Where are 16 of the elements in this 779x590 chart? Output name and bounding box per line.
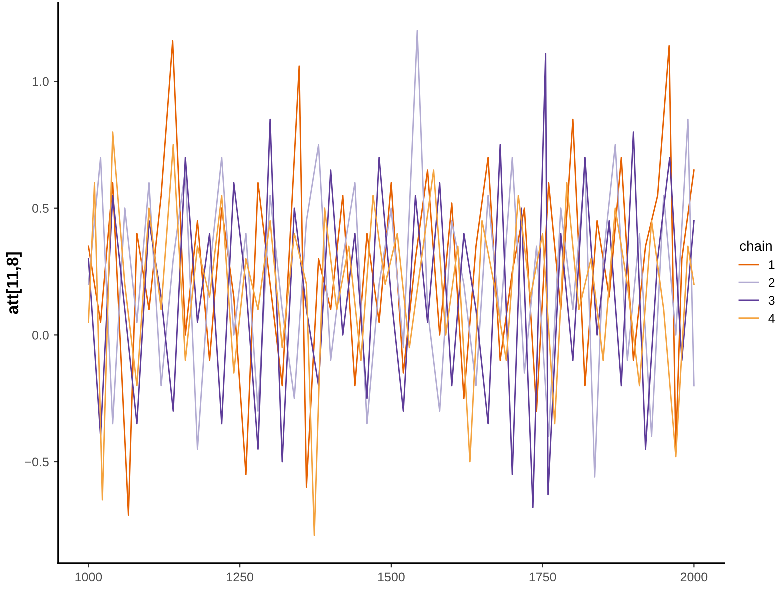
line-series [88,132,695,536]
y-tick-label: 0.5 [32,204,49,214]
y-axis-title: att[11,8] [6,252,22,314]
x-tick-label: 1250 [227,572,254,582]
x-tick-label: 1500 [378,572,405,582]
y-tick-label: 0.0 [32,330,49,340]
legend-label: 1 [769,260,775,270]
x-tick-label: 2000 [680,572,708,582]
x-tick-label: 1750 [530,572,556,582]
y-tick-label: 1.0 [32,77,49,86]
legend-label: 4 [768,314,775,323]
legend-title: chain [740,240,772,252]
legend-label: 3 [768,296,775,306]
y-tick-label: −0.5 [25,458,49,467]
x-tick-label: 1000 [76,572,102,582]
legend-label: 2 [768,278,775,288]
